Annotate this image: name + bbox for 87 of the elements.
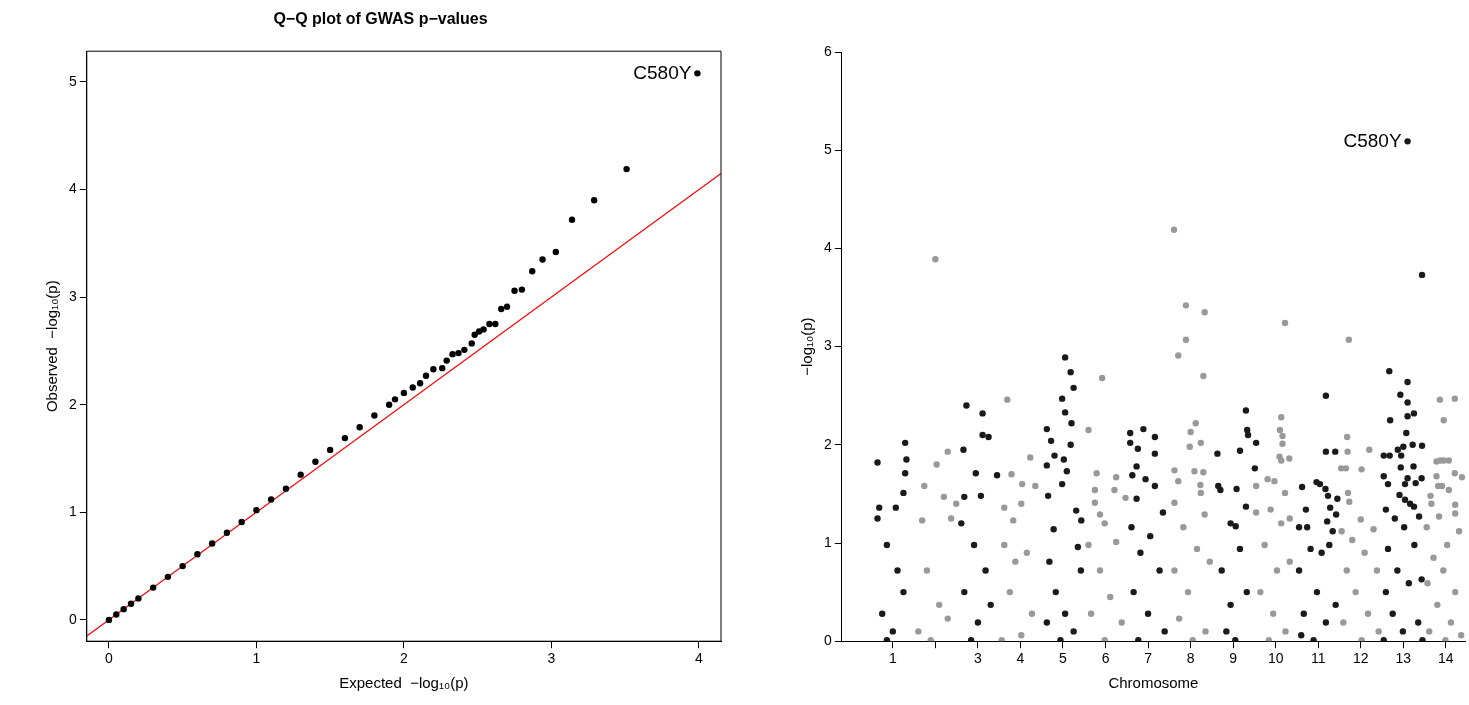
- point: [449, 350, 456, 358]
- point: [385, 401, 393, 408]
- point: [529, 268, 536, 275]
- x-axis-title: Expected −log₁₀(p): [339, 674, 469, 692]
- point: [443, 357, 450, 364]
- x-tick-label: 4: [694, 650, 703, 667]
- point: [590, 197, 598, 204]
- y-tick-label: 2: [823, 435, 832, 452]
- point: [511, 287, 518, 294]
- x-tick-label: 1: [252, 650, 261, 667]
- point: [208, 540, 216, 547]
- point: [461, 346, 468, 354]
- point: [127, 600, 135, 607]
- x-tick-label: 8: [1186, 650, 1195, 667]
- point: [568, 216, 576, 223]
- x-tick-label: 14: [1438, 650, 1454, 667]
- annotation: C580Y: [1343, 129, 1402, 151]
- point: [539, 256, 546, 263]
- point: [356, 424, 363, 431]
- point: [422, 372, 430, 379]
- x-tick-label: 13: [1395, 650, 1412, 667]
- point: [238, 518, 245, 526]
- point: [326, 446, 334, 454]
- point: [223, 529, 231, 536]
- point: [341, 434, 349, 442]
- y-tick-label: 0: [823, 632, 832, 649]
- y-tick-label: 3: [68, 288, 77, 304]
- x-tick-label: 0: [105, 650, 114, 667]
- point: [468, 340, 475, 347]
- y-tick-label: 4: [823, 239, 832, 256]
- point: [179, 562, 186, 570]
- point: [486, 320, 493, 328]
- x-tick-label: 3: [974, 650, 983, 667]
- point: [409, 384, 416, 391]
- point: [439, 364, 446, 372]
- y-axis-title: −log₁₀(p): [798, 317, 816, 376]
- point: [312, 458, 319, 465]
- x-tick-label: 5: [1059, 650, 1068, 667]
- point: [492, 320, 499, 328]
- point: [253, 506, 260, 514]
- x-tick-label: 7: [1144, 650, 1153, 667]
- y-tick-label: 6: [823, 42, 832, 59]
- point: [371, 412, 378, 419]
- point: [503, 303, 511, 311]
- point: [194, 551, 201, 558]
- point: [267, 496, 275, 503]
- y-tick-label: 1: [68, 503, 77, 520]
- y-tick-label: 3: [823, 337, 832, 354]
- point: [430, 366, 437, 373]
- point: [297, 471, 304, 478]
- point: [480, 326, 487, 333]
- x-tick-label: 3: [547, 650, 556, 667]
- y-axis-title: Observed −log₁₀(p): [43, 280, 61, 413]
- y-tick-label: 5: [68, 72, 77, 89]
- x-tick-label: 2: [399, 650, 408, 667]
- annotation: C580Y: [633, 61, 692, 83]
- chart-title: Q−Q plot of GWAS p−values: [273, 10, 488, 28]
- point: [400, 389, 408, 397]
- point: [135, 595, 142, 602]
- point: [694, 70, 701, 77]
- y-tick-label: 1: [823, 533, 832, 550]
- x-tick-label: 10: [1267, 650, 1284, 667]
- x-tick-label: 11: [1310, 650, 1326, 667]
- point: [120, 605, 127, 613]
- x-tick-label: 12: [1352, 650, 1369, 667]
- point: [391, 396, 399, 403]
- point: [471, 331, 478, 338]
- point: [623, 165, 630, 173]
- point: [552, 248, 560, 256]
- point: [282, 485, 290, 492]
- point: [455, 349, 462, 357]
- point: [164, 573, 172, 581]
- x-tick-label: 1: [888, 650, 897, 667]
- y-tick-label: 4: [68, 180, 77, 197]
- point: [149, 584, 157, 591]
- point: [518, 286, 526, 293]
- y-tick-label: 0: [68, 610, 77, 627]
- x-tick-label: 4: [1016, 650, 1025, 667]
- point: [105, 616, 113, 624]
- x-axis-title: Chromosome: [1108, 674, 1199, 692]
- point: [416, 380, 424, 387]
- y-tick-label: 2: [68, 395, 77, 412]
- y-tick-label: 5: [823, 141, 832, 158]
- x-tick-label: 6: [1101, 650, 1110, 667]
- x-tick-label: 9: [1229, 650, 1238, 667]
- point: [498, 305, 505, 313]
- point: [113, 611, 120, 618]
